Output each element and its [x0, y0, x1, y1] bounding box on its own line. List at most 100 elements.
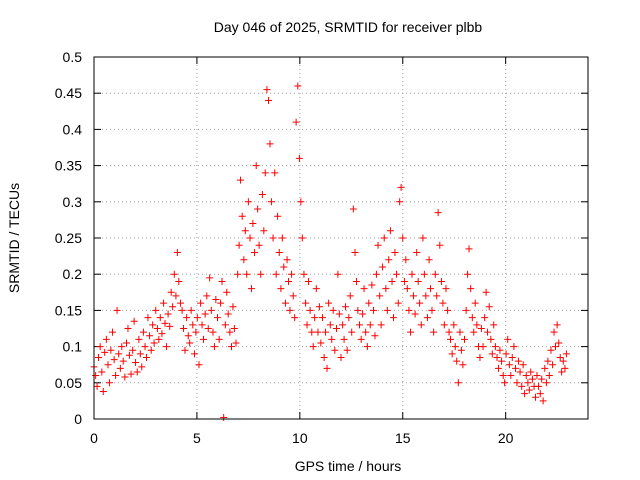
data-point — [485, 303, 493, 311]
data-point — [556, 353, 564, 361]
data-point — [175, 277, 183, 285]
data-point — [300, 270, 308, 278]
data-point — [247, 285, 255, 293]
data-point — [389, 314, 397, 322]
data-point — [95, 353, 103, 361]
data-point — [383, 306, 391, 314]
data-point — [447, 335, 455, 343]
data-point — [558, 368, 566, 376]
data-point — [146, 332, 154, 340]
data-point — [365, 299, 373, 307]
data-point — [162, 343, 170, 351]
data-point — [315, 303, 323, 311]
data-point — [374, 241, 382, 249]
data-point — [150, 339, 158, 347]
data-point — [320, 353, 328, 361]
data-point — [514, 357, 522, 365]
data-point — [147, 346, 155, 354]
data-point — [462, 306, 470, 314]
data-point — [212, 296, 220, 304]
data-point — [261, 169, 269, 177]
data-point — [124, 325, 132, 332]
data-point — [436, 241, 444, 249]
data-point — [553, 321, 561, 329]
data-point — [561, 364, 569, 372]
data-point — [271, 169, 279, 177]
data-point — [323, 364, 331, 372]
data-point — [400, 277, 408, 285]
data-point — [326, 321, 334, 329]
data-point — [109, 328, 117, 336]
data-point — [376, 292, 384, 300]
data-point — [343, 346, 351, 354]
data-point — [173, 248, 181, 256]
data-point — [465, 245, 473, 253]
data-point — [468, 314, 476, 322]
data-point — [335, 310, 343, 318]
data-point — [112, 372, 120, 380]
data-point — [348, 328, 356, 336]
data-point — [393, 270, 401, 278]
data-point — [562, 350, 570, 358]
data-point — [209, 328, 217, 336]
data-point — [232, 339, 240, 347]
data-point — [125, 351, 133, 359]
data-point — [342, 303, 350, 311]
data-point — [281, 299, 289, 307]
x-tick-label: 0 — [90, 430, 98, 446]
data-point — [110, 356, 118, 364]
data-point — [317, 339, 325, 347]
data-point — [331, 346, 339, 354]
data-point — [417, 321, 425, 329]
data-point — [286, 306, 294, 314]
data-point — [501, 379, 509, 387]
data-point — [249, 220, 257, 228]
data-point — [332, 325, 340, 332]
data-point — [241, 227, 249, 235]
data-point — [397, 183, 405, 191]
data-point — [451, 343, 459, 351]
data-point — [408, 270, 416, 278]
data-point — [502, 350, 510, 358]
data-point — [289, 292, 297, 300]
y-tick-label: 0.05 — [55, 375, 82, 391]
y-tick-label: 0.25 — [55, 230, 82, 246]
data-point — [484, 328, 492, 336]
data-point — [295, 154, 303, 162]
data-point — [356, 321, 364, 329]
data-point — [407, 328, 415, 336]
data-point — [337, 353, 345, 361]
data-point — [488, 350, 496, 358]
data-point — [318, 314, 326, 322]
data-point — [102, 335, 110, 343]
data-point — [491, 343, 499, 351]
data-point — [423, 314, 431, 322]
data-point — [136, 350, 144, 358]
data-point — [298, 234, 306, 242]
data-point — [192, 328, 200, 336]
y-tick-label: 0.4 — [63, 121, 83, 137]
data-point — [311, 314, 319, 322]
data-point — [363, 343, 371, 351]
plot-frame — [93, 56, 589, 420]
data-point — [215, 335, 223, 343]
data-point — [138, 363, 146, 371]
data-point — [237, 176, 245, 184]
y-tick-labels: 0 0.05 0.1 0.15 0.2 0.25 0.3 0.35 0.4 0.45 0.5 — [55, 49, 82, 427]
data-point — [291, 314, 299, 322]
data-point — [476, 353, 484, 361]
data-point — [200, 335, 208, 343]
data-point — [396, 198, 404, 206]
data-point — [221, 321, 229, 329]
data-point — [130, 317, 138, 325]
data-point — [190, 350, 198, 358]
data-point — [325, 299, 333, 307]
data-point — [238, 212, 246, 220]
data-point — [550, 328, 558, 336]
data-point — [416, 299, 424, 307]
x-tick-label: 15 — [395, 430, 411, 446]
data-point — [210, 343, 218, 351]
x-tick-labels: 0 5 10 15 20 — [90, 430, 514, 446]
data-point — [545, 372, 553, 380]
data-point — [422, 292, 430, 300]
